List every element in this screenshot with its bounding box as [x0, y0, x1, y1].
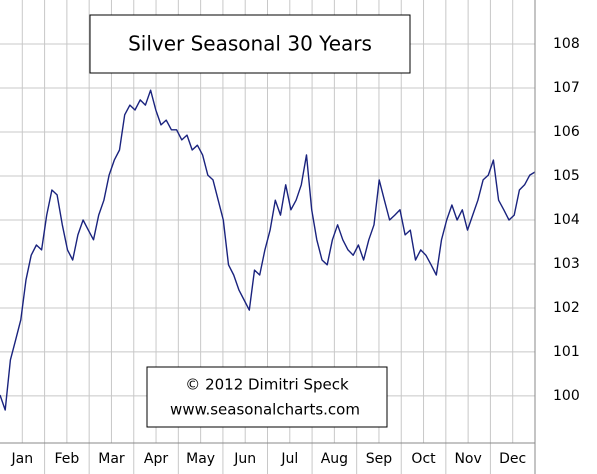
title-box: [89, 14, 411, 74]
chart-title: Silver Seasonal 30 Years: [128, 32, 372, 56]
y-tick-label: 106: [553, 124, 580, 140]
series-line: [0, 89, 536, 411]
x-tick-label: Nov: [454, 451, 481, 467]
x-tick-label: Jan: [10, 451, 33, 467]
x-tick-label: May: [186, 451, 215, 467]
x-tick-label: Jul: [280, 451, 298, 467]
y-tick-label: 102: [553, 300, 580, 316]
credit-box: [146, 366, 388, 428]
x-tick-label: Jun: [233, 451, 256, 467]
y-tick-label: 104: [553, 212, 580, 228]
x-tick-label: Feb: [54, 451, 79, 467]
x-tick-label: Mar: [98, 451, 125, 467]
credit-url: www.seasonalcharts.com: [170, 401, 360, 419]
x-tick-label: Oct: [411, 451, 436, 467]
y-tick-label: 103: [553, 256, 580, 272]
y-tick-label: 100: [553, 388, 580, 404]
y-tick-label: 105: [553, 168, 580, 184]
y-tick-label: 108: [553, 36, 580, 52]
x-tick-label: Sep: [366, 451, 393, 467]
credit: © 2012 Dimitri Speck: [185, 376, 349, 394]
x-tick-label: Dec: [499, 451, 526, 467]
y-tick-label: 101: [553, 344, 580, 360]
y-tick-label: 107: [553, 80, 580, 96]
x-tick-label: Apr: [144, 451, 168, 467]
x-tick-label: Aug: [321, 451, 348, 467]
